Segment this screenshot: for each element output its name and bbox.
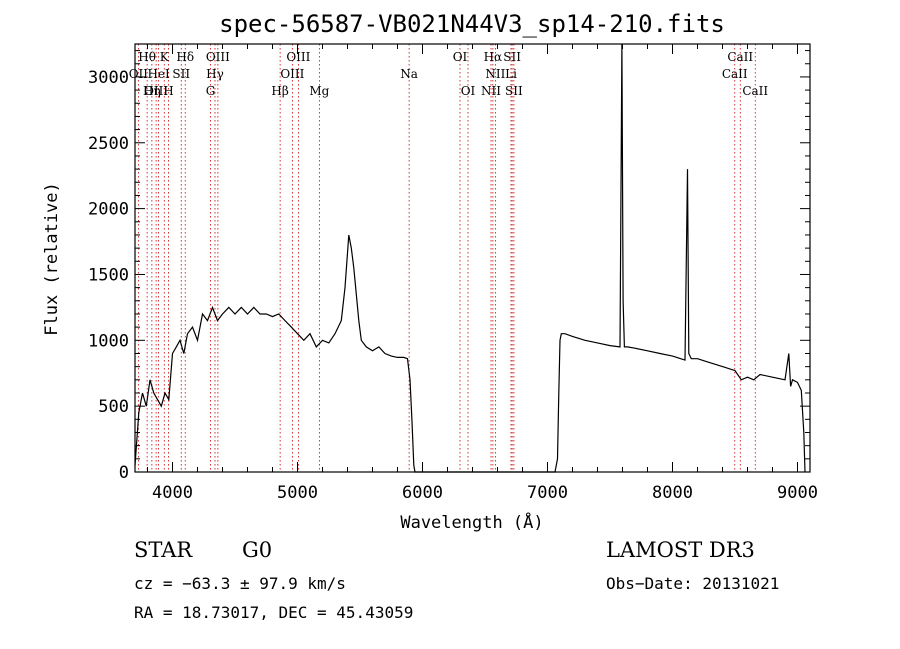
line-label: OII <box>129 67 149 81</box>
line-label: Hα <box>484 50 503 64</box>
x-tick-label: 8000 <box>652 483 693 503</box>
line-label: Na <box>400 67 418 81</box>
line-label: K <box>160 50 170 64</box>
line-label: SII <box>503 50 521 64</box>
line-label: Hθ <box>138 50 156 64</box>
line-label: G <box>206 84 216 98</box>
plot-frame <box>134 43 811 473</box>
y-axis-label: Flux (relative) <box>42 182 62 336</box>
line-label: OI <box>461 84 476 98</box>
x-tick-label: 9000 <box>777 483 818 503</box>
line-label: Mg <box>309 84 329 98</box>
line-label: OI <box>453 50 468 64</box>
line-label: CaII <box>727 50 753 64</box>
line-label: CaII <box>722 67 748 81</box>
object-subclass: G0 <box>242 538 273 562</box>
x-tick-label: 5000 <box>277 483 318 503</box>
y-tick-label: 500 <box>98 397 129 417</box>
y-tick-label: 3000 <box>88 68 129 88</box>
y-tick-label: 2500 <box>88 134 129 154</box>
line-label: SII <box>505 84 523 98</box>
y-axis-ticks: 0 500 1000 1500 2000 2500 3000 <box>88 50 810 483</box>
observation-date: Obs−Date: 20131021 <box>606 574 780 593</box>
line-label: SII <box>172 67 190 81</box>
y-tick-label: 0 <box>119 463 129 483</box>
redshift-cz: cz = −63.3 ± 97.9 km/s <box>134 574 346 593</box>
x-tick-label: 6000 <box>402 483 443 503</box>
spectrum-series <box>134 43 806 473</box>
x-axis-label: Wavelength (Å) <box>400 511 543 533</box>
coordinates: RA = 18.73017, DEC = 45.43059 <box>134 603 414 622</box>
object-class: STAR <box>134 538 193 562</box>
y-tick-label: 1500 <box>88 265 129 285</box>
line-label: Li <box>505 67 517 81</box>
x-tick-label: 4000 <box>152 483 193 503</box>
line-label: Hβ <box>271 84 288 98</box>
line-label: OIII <box>280 67 304 81</box>
emission-line-markers <box>137 44 756 472</box>
line-label: OIII <box>144 84 168 98</box>
chart-title: spec-56587-VB021N44V3_sp14-210.fits <box>219 10 725 38</box>
y-tick-label: 2000 <box>88 200 129 220</box>
line-label: Hγ <box>206 67 224 81</box>
line-label: OIII <box>206 50 230 64</box>
line-label: OIII <box>286 50 310 64</box>
line-label: CaII <box>742 84 768 98</box>
line-label: Hη <box>143 84 161 98</box>
line-label: Hδ <box>176 50 194 64</box>
y-tick-label: 1000 <box>88 331 129 351</box>
line-label: H <box>163 84 173 98</box>
x-axis-ticks: 4000 5000 6000 7000 8000 9000 <box>147 44 818 503</box>
survey-name: LAMOST DR3 <box>606 538 755 562</box>
line-label: NII <box>481 84 501 98</box>
line-label: HeI <box>147 67 170 81</box>
x-tick-label: 7000 <box>527 483 568 503</box>
line-label: NII <box>485 67 505 81</box>
